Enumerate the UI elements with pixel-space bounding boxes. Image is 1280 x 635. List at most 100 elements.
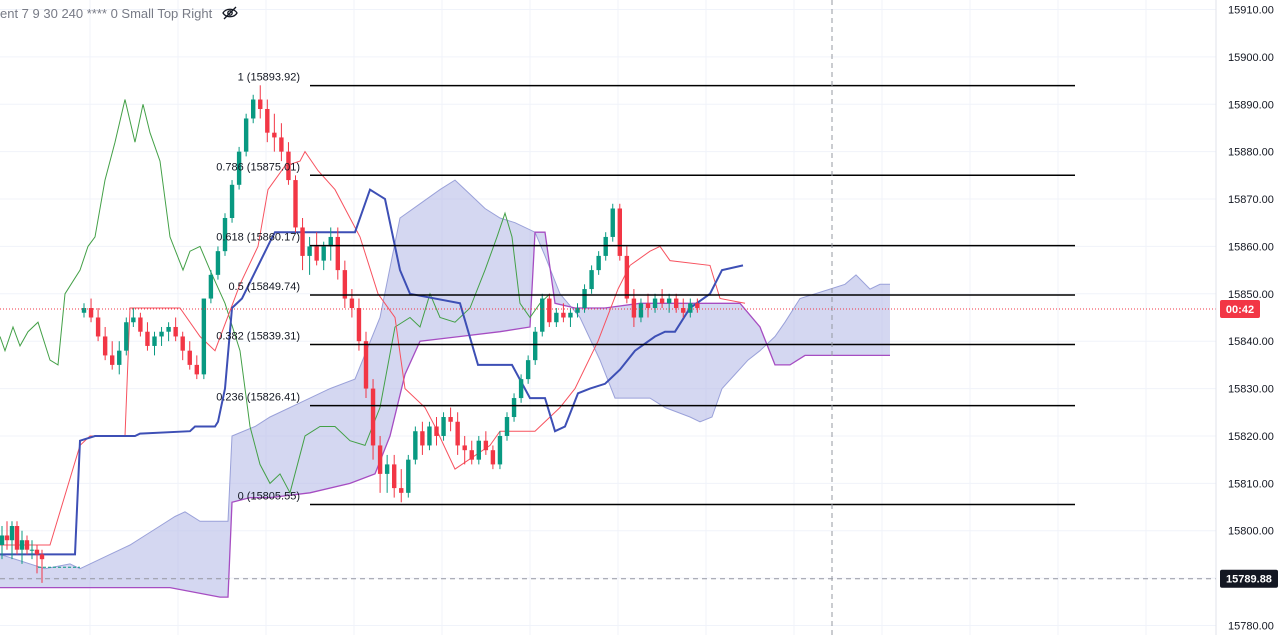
candle-body[interactable]	[24, 540, 30, 550]
candle-body[interactable]	[222, 217, 228, 252]
candle-body[interactable]	[349, 298, 355, 309]
candle-body[interactable]	[124, 322, 129, 351]
candle-body[interactable]	[525, 360, 531, 380]
candle-body[interactable]	[582, 289, 587, 309]
candle-body[interactable]	[194, 364, 199, 375]
candle-body[interactable]	[490, 450, 496, 465]
candle-body[interactable]	[173, 326, 178, 337]
candle-body[interactable]	[88, 308, 94, 318]
candle-body[interactable]	[138, 317, 143, 332]
candle-body[interactable]	[483, 440, 489, 451]
candle-body[interactable]	[659, 298, 665, 304]
candle-body[interactable]	[159, 331, 164, 337]
indicator-legend[interactable]: ent 7 9 30 240 **** 0 Small Top Right	[0, 4, 238, 22]
candle-body[interactable]	[370, 388, 376, 446]
candle-body[interactable]	[342, 270, 348, 299]
candle-body[interactable]	[335, 236, 340, 271]
eye-off-icon[interactable]	[222, 6, 238, 20]
candle-body[interactable]	[117, 350, 122, 365]
candle-body[interactable]	[187, 350, 192, 365]
candle-body[interactable]	[674, 298, 679, 309]
candle-body[interactable]	[286, 151, 291, 181]
candle-body[interactable]	[427, 426, 432, 446]
candle-body[interactable]	[469, 450, 474, 460]
candle-body[interactable]	[540, 298, 545, 332]
candle-body[interactable]	[596, 255, 601, 271]
candle-body[interactable]	[533, 331, 538, 361]
candle-body[interactable]	[166, 326, 171, 332]
candle-body[interactable]	[293, 180, 298, 228]
candle-body[interactable]	[688, 303, 693, 313]
candle-body[interactable]	[328, 236, 333, 247]
candle-body[interactable]	[631, 298, 637, 318]
candle-body[interactable]	[19, 540, 25, 550]
candle-body[interactable]	[279, 137, 284, 152]
candle-body[interactable]	[9, 526, 15, 541]
candle-body[interactable]	[413, 431, 418, 460]
candle-body[interactable]	[462, 445, 467, 451]
candle-body[interactable]	[645, 303, 651, 309]
candle-body[interactable]	[420, 431, 425, 446]
candle-body[interactable]	[145, 331, 150, 346]
candle-body[interactable]	[131, 317, 136, 323]
candle-body[interactable]	[384, 464, 390, 474]
candle-body[interactable]	[215, 251, 221, 275]
candle-body[interactable]	[441, 417, 446, 436]
candle-body[interactable]	[34, 549, 40, 555]
candle-body[interactable]	[356, 308, 362, 342]
current-price-tag[interactable]	[1220, 299, 1260, 318]
candle-body[interactable]	[110, 355, 115, 365]
candle-body[interactable]	[399, 488, 404, 493]
candle-body[interactable]	[666, 298, 672, 304]
candle-body[interactable]	[568, 312, 573, 318]
candle-body[interactable]	[4, 535, 10, 541]
candle-body[interactable]	[363, 341, 369, 389]
candle-body[interactable]	[152, 336, 157, 346]
candle-body[interactable]	[321, 246, 326, 261]
candle-body[interactable]	[307, 246, 312, 256]
candle-body[interactable]	[511, 398, 517, 418]
candle-body[interactable]	[300, 227, 305, 256]
candle-body[interactable]	[265, 108, 270, 133]
candle-body[interactable]	[589, 270, 594, 290]
candle-body[interactable]	[610, 208, 615, 237]
candle-body[interactable]	[652, 298, 658, 309]
candle-body[interactable]	[0, 535, 5, 545]
candle-body[interactable]	[434, 426, 439, 436]
price-axis[interactable]: 15780.0015790.0015800.0015810.0015820.00…	[1215, 0, 1280, 635]
candle-body[interactable]	[617, 208, 622, 256]
candle-body[interactable]	[448, 417, 453, 422]
candle-body[interactable]	[208, 274, 214, 299]
candle-body[interactable]	[561, 312, 566, 318]
candle-body[interactable]	[681, 308, 686, 313]
candle-body[interactable]	[229, 184, 235, 218]
candle-body[interactable]	[314, 246, 319, 261]
candle-body[interactable]	[603, 236, 608, 256]
candle-body[interactable]	[95, 317, 101, 337]
candle-body[interactable]	[554, 312, 559, 323]
candle-body[interactable]	[406, 459, 411, 493]
candle-body[interactable]	[201, 298, 207, 375]
candle-body[interactable]	[638, 303, 644, 318]
candle-body[interactable]	[547, 298, 552, 323]
candle-body[interactable]	[695, 303, 700, 309]
candle-body[interactable]	[102, 336, 108, 356]
candle-body[interactable]	[518, 379, 524, 399]
candle-body[interactable]	[272, 132, 277, 138]
candle-body[interactable]	[251, 99, 256, 119]
candle-body[interactable]	[180, 336, 185, 351]
candle-body[interactable]	[392, 464, 397, 489]
candle-body[interactable]	[29, 549, 35, 551]
candle-body[interactable]	[377, 445, 383, 474]
candle-body[interactable]	[81, 308, 87, 313]
candle-body[interactable]	[624, 255, 630, 299]
candle-body[interactable]	[455, 421, 460, 446]
candle-body[interactable]	[504, 417, 510, 436]
candle-body[interactable]	[476, 440, 481, 460]
candle-body[interactable]	[258, 99, 263, 109]
candle-body[interactable]	[236, 151, 242, 185]
fibonacci-retracement[interactable]: 1 (15893.92) 0.786 (15875.01) 0.618 (15860…	[216, 72, 1075, 506]
candlesticks[interactable]	[0, 85, 700, 583]
